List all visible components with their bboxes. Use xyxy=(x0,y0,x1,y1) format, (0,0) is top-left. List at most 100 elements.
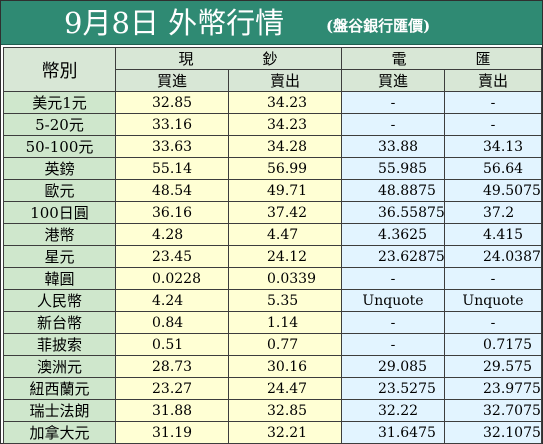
cash-buy-cell: 55.14 xyxy=(115,157,229,180)
cash-buy-header: 買進 xyxy=(115,69,229,92)
cash-sell-header: 賣出 xyxy=(228,69,342,92)
cash-buy-cell: 23.45 xyxy=(115,245,229,268)
title-bar: 9月8日 外幣行情 (盤谷銀行匯價) xyxy=(1,1,542,45)
currency-name-cell: 港幣 xyxy=(3,223,116,246)
telegraphic-sell-cell: - xyxy=(444,113,542,136)
currency-name-cell: 美元1元 xyxy=(3,91,116,114)
telegraphic-buy-cell: - xyxy=(341,267,445,290)
telegraphic-buy-cell: - xyxy=(341,113,445,136)
cash-buy-cell: 32.85 xyxy=(115,91,229,114)
telegraphic-header-char-2: 匯 xyxy=(475,50,492,68)
telegraphic-sell-cell: 37.2 xyxy=(444,201,542,224)
cash-sell-cell: 34.23 xyxy=(228,113,342,136)
table-row: 5-20元 33.16 34.23- - xyxy=(3,113,542,136)
telegraphic-buy-cell: 33.88 xyxy=(341,135,445,158)
table-row: 澳洲元 28.73 30.16 29.085 29.575 xyxy=(3,355,542,378)
cash-sell-cell: 49.71 xyxy=(228,179,342,202)
cash-sell-cell: 30.16 xyxy=(228,355,342,378)
telegraphic-buy-cell: 31.6475 xyxy=(341,421,445,444)
table-row: 瑞士法朗 31.88 32.85 32.22 32.7075 xyxy=(3,399,542,422)
cash-buy-cell: 0.51 xyxy=(115,333,229,356)
cash-sell-cell: 32.21 xyxy=(228,421,342,444)
cash-buy-cell: 4.28 xyxy=(115,223,229,246)
currency-name-cell: 人民幣 xyxy=(3,289,116,312)
telegraphic-sell-cell: 23.9775 xyxy=(444,377,542,400)
telegraphic-buy-header: 買進 xyxy=(341,69,445,92)
currency-name-cell: 韓圓 xyxy=(3,267,116,290)
cash-header-char-2: 鈔 xyxy=(262,50,279,68)
telegraphic-buy-cell: - xyxy=(341,311,445,334)
cash-sell-cell: 1.14 xyxy=(228,311,342,334)
cash-buy-cell: 48.54 xyxy=(115,179,229,202)
bank-source-label: (盤谷銀行匯價) xyxy=(326,17,431,35)
telegraphic-sell-cell: Unquote xyxy=(444,289,542,312)
currency-name-cell: 澳洲元 xyxy=(3,355,116,378)
cash-sell-cell: 5.35 xyxy=(228,289,342,312)
telegraphic-buy-cell: 36.55875 xyxy=(341,201,445,224)
telegraphic-sell-cell: - xyxy=(444,267,542,290)
telegraphic-sell-cell: - xyxy=(444,91,542,114)
table-row: 美元1元 32.85 34.23- - xyxy=(3,91,542,114)
currency-name-cell: 歐元 xyxy=(3,179,116,202)
currency-name-cell: 加拿大元 xyxy=(3,421,116,444)
currency-name-cell: 菲披索 xyxy=(3,333,116,356)
telegraphic-sell-header: 賣出 xyxy=(444,69,542,92)
table-row: 加拿大元 31.19 32.21 31.6475 32.1075 xyxy=(3,421,542,444)
table-row: 100日圓 36.16 37.42 36.55875 37.2 xyxy=(3,201,542,224)
table-row: 港幣 4.28 4.47 4.3625 4.415 xyxy=(3,223,542,246)
currency-name-cell: 50-100元 xyxy=(3,135,116,158)
telegraphic-buy-cell: Unquote xyxy=(341,289,445,312)
telegraphic-buy-cell: - xyxy=(341,333,445,356)
currency-name-cell: 英鎊 xyxy=(3,157,116,180)
cash-sell-cell: 34.23 xyxy=(228,91,342,114)
cash-buy-cell: 36.16 xyxy=(115,201,229,224)
telegraphic-group-header: 電匯 xyxy=(341,47,542,70)
cash-sell-cell: 56.99 xyxy=(228,157,342,180)
currency-column-header: 幣別 xyxy=(3,47,116,92)
table-row: 韓圓 0.0228 0.0339- - xyxy=(3,267,542,290)
currency-name-cell: 100日圓 xyxy=(3,201,116,224)
cash-sell-cell: 32.85 xyxy=(228,399,342,422)
cash-buy-cell: 33.63 xyxy=(115,135,229,158)
telegraphic-buy-cell: 23.5275 xyxy=(341,377,445,400)
cash-sell-cell: 0.77 xyxy=(228,333,342,356)
cash-buy-cell: 0.84 xyxy=(115,311,229,334)
cash-group-header: 現鈔 xyxy=(115,47,342,70)
telegraphic-sell-cell: 29.575 xyxy=(444,355,542,378)
cash-buy-cell: 0.0228 xyxy=(115,267,229,290)
telegraphic-sell-cell: 4.415 xyxy=(444,223,542,246)
telegraphic-header-char-1: 電 xyxy=(391,50,408,68)
telegraphic-sell-cell: - xyxy=(444,311,542,334)
table-row: 人民幣 4.24 5.35 Unquote Unquote xyxy=(3,289,542,312)
telegraphic-buy-cell: 29.085 xyxy=(341,355,445,378)
cash-buy-cell: 31.88 xyxy=(115,399,229,422)
cash-sell-cell: 0.0339 xyxy=(228,267,342,290)
cash-sell-cell: 24.47 xyxy=(228,377,342,400)
telegraphic-buy-cell: 32.22 xyxy=(341,399,445,422)
telegraphic-buy-cell: 55.985 xyxy=(341,157,445,180)
telegraphic-sell-cell: 32.1075 xyxy=(444,421,542,444)
cash-buy-cell: 31.19 xyxy=(115,421,229,444)
cash-sell-cell: 34.28 xyxy=(228,135,342,158)
telegraphic-sell-cell: 56.64 xyxy=(444,157,542,180)
cash-buy-cell: 33.16 xyxy=(115,113,229,136)
currency-name-cell: 5-20元 xyxy=(3,113,116,136)
cash-buy-cell: 28.73 xyxy=(115,355,229,378)
cash-sell-cell: 24.12 xyxy=(228,245,342,268)
table-row: 新台幣 0.84 1.14- - xyxy=(3,311,542,334)
telegraphic-sell-cell: 34.13 xyxy=(444,135,542,158)
table-row: 紐西蘭元 23.27 24.47 23.5275 23.9775 xyxy=(3,377,542,400)
telegraphic-sell-cell: 32.7075 xyxy=(444,399,542,422)
cash-sell-cell: 4.47 xyxy=(228,223,342,246)
cash-buy-cell: 23.27 xyxy=(115,377,229,400)
cash-header-char-1: 現 xyxy=(178,50,195,68)
table-row: 50-100元 33.63 34.28 33.88 34.13 xyxy=(3,135,542,158)
table-row: 英鎊 55.14 56.99 55.985 56.64 xyxy=(3,157,542,180)
telegraphic-buy-cell: - xyxy=(341,91,445,114)
page-title: 9月8日 外幣行情 xyxy=(64,6,285,40)
telegraphic-buy-cell: 23.62875 xyxy=(341,245,445,268)
cash-buy-cell: 4.24 xyxy=(115,289,229,312)
telegraphic-sell-cell: 0.7175 xyxy=(444,333,542,356)
